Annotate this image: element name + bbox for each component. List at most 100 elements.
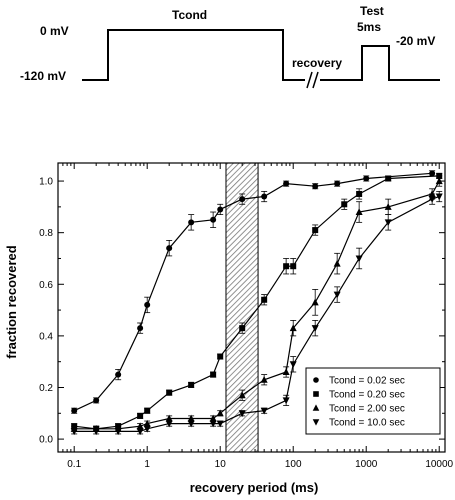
test-label: Test — [360, 4, 384, 18]
recovery-chart: 0.1 1 10 100 1000 10000 0.0 0.2 0.4 0.6 0.8 1.0 re… — [4, 162, 454, 495]
y-tick-label: 0.0 — [39, 435, 53, 446]
data-point-triangle-down — [92, 428, 100, 436]
plot-area — [57, 162, 446, 453]
data-point-triangle-down — [187, 420, 195, 428]
data-point-triangle-down — [165, 420, 173, 428]
data-point-square — [290, 263, 297, 270]
data-point-triangle-down — [435, 193, 443, 201]
data-point-circle — [144, 301, 151, 308]
data-point-triangle-up — [311, 298, 319, 306]
data-point-circle — [429, 170, 436, 177]
data-point-square — [385, 175, 392, 182]
data-point-square — [313, 391, 319, 397]
data-point-triangle-up — [333, 259, 341, 267]
data-point-circle — [313, 377, 319, 383]
protocol-trace — [82, 29, 440, 81]
data-point-triangle-down — [312, 419, 320, 426]
y-axis-label: fraction recovered — [4, 245, 19, 358]
data-point-circle — [312, 183, 319, 190]
data-point-triangle-up — [136, 422, 144, 430]
data-point-square — [210, 371, 217, 378]
x-tick-label: 1 — [144, 459, 150, 470]
data-point-triangle-up — [355, 208, 363, 216]
y-tick-label: 0.6 — [39, 280, 53, 291]
data-point-circle — [363, 175, 370, 182]
shaded-region — [225, 162, 259, 453]
data-point-triangle-down — [311, 325, 319, 332]
data-point-triangle-up — [187, 414, 195, 422]
series-line — [73, 172, 433, 412]
test-voltage-label: -20 mV — [396, 34, 435, 48]
data-point-circle — [217, 206, 224, 213]
legend-label: Tcond = 2.00 sec — [329, 404, 405, 415]
data-point-triangle-down — [282, 397, 290, 405]
test-duration-label: 5ms — [357, 20, 381, 34]
data-point-square — [356, 190, 363, 197]
data-point-circle — [334, 180, 341, 187]
data-point-triangle-up — [238, 391, 246, 399]
data-point-circle — [261, 193, 268, 200]
y-tick-label: 1.0 — [39, 177, 53, 188]
data-point-circle — [137, 325, 144, 332]
series-1 — [71, 170, 436, 414]
voltage-protocol: -120 mV 0 mV Tcond recovery Test 5ms -20… — [20, 4, 440, 89]
data-point-triangle-down — [114, 428, 122, 436]
data-point-triangle-up — [384, 203, 392, 210]
data-point-triangle-up — [282, 368, 290, 376]
data-point-square — [239, 325, 246, 332]
data-point-triangle-up — [289, 324, 297, 332]
data-point-circle — [239, 196, 246, 203]
x-tick-label: 100 — [285, 459, 302, 470]
x-axis-ticks: 0.1 1 10 100 1000 10000 — [57, 163, 454, 470]
data-point-circle — [166, 245, 173, 252]
data-point-circle — [71, 407, 78, 414]
data-point-square — [217, 353, 224, 360]
x-tick-label: 1000 — [355, 459, 378, 470]
y-axis-ticks: 0.0 0.2 0.4 0.6 0.8 1.0 — [39, 177, 445, 446]
series-4 — [70, 190, 443, 436]
data-point-triangle-down — [136, 428, 144, 436]
y-tick-label: 0.4 — [39, 331, 53, 342]
data-point-triangle-up — [143, 419, 151, 427]
data-point-square — [144, 407, 151, 414]
plot-frame — [57, 162, 446, 453]
data-point-square — [166, 389, 173, 396]
data-point-circle — [210, 216, 217, 223]
tcond-label: Tcond — [172, 8, 207, 22]
data-point-triangle-down — [143, 425, 151, 433]
data-point-square — [188, 381, 195, 388]
data-point-triangle-down — [384, 219, 392, 227]
conditioning-voltage-label: 0 mV — [40, 24, 69, 38]
y-tick-label: 0.2 — [39, 383, 53, 394]
data-point-triangle-down — [428, 196, 436, 203]
data-point-triangle-down — [333, 291, 341, 299]
data-point-square — [312, 227, 319, 234]
x-axis-label: recovery period (ms) — [190, 480, 319, 495]
data-point-triangle-up — [165, 414, 173, 422]
legend-label: Tcond = 0.02 sec — [329, 376, 405, 387]
legend: Tcond = 0.02 sec Tcond = 0.20 sec Tcond = … — [305, 367, 441, 435]
data-point-triangle-up — [216, 409, 224, 417]
data-point-square — [341, 201, 348, 208]
data-point-triangle-up — [209, 414, 217, 422]
data-point-triangle-down — [70, 428, 78, 436]
x-tick-label: 10000 — [425, 459, 453, 470]
data-point-triangle-up — [260, 375, 268, 383]
data-point-circle — [115, 371, 122, 378]
y-tick-label: 0.8 — [39, 228, 53, 239]
legend-label: Tcond = 0.20 sec — [329, 390, 405, 401]
x-tick-label: 10 — [215, 459, 227, 470]
protocol-break-mark — [306, 71, 319, 89]
data-point-square — [261, 296, 268, 303]
recovery-label: recovery — [292, 56, 342, 70]
legend-label: Tcond = 10.0 sec — [329, 418, 405, 429]
data-point-circle — [93, 397, 100, 404]
holding-voltage-label: -120 mV — [20, 69, 66, 83]
data-point-triangle-down — [355, 255, 363, 263]
x-tick-label: 0.1 — [67, 459, 81, 470]
data-point-triangle-down — [260, 407, 268, 415]
data-point-square — [283, 263, 290, 270]
data-point-square — [137, 412, 144, 419]
data-point-circle — [188, 219, 195, 226]
